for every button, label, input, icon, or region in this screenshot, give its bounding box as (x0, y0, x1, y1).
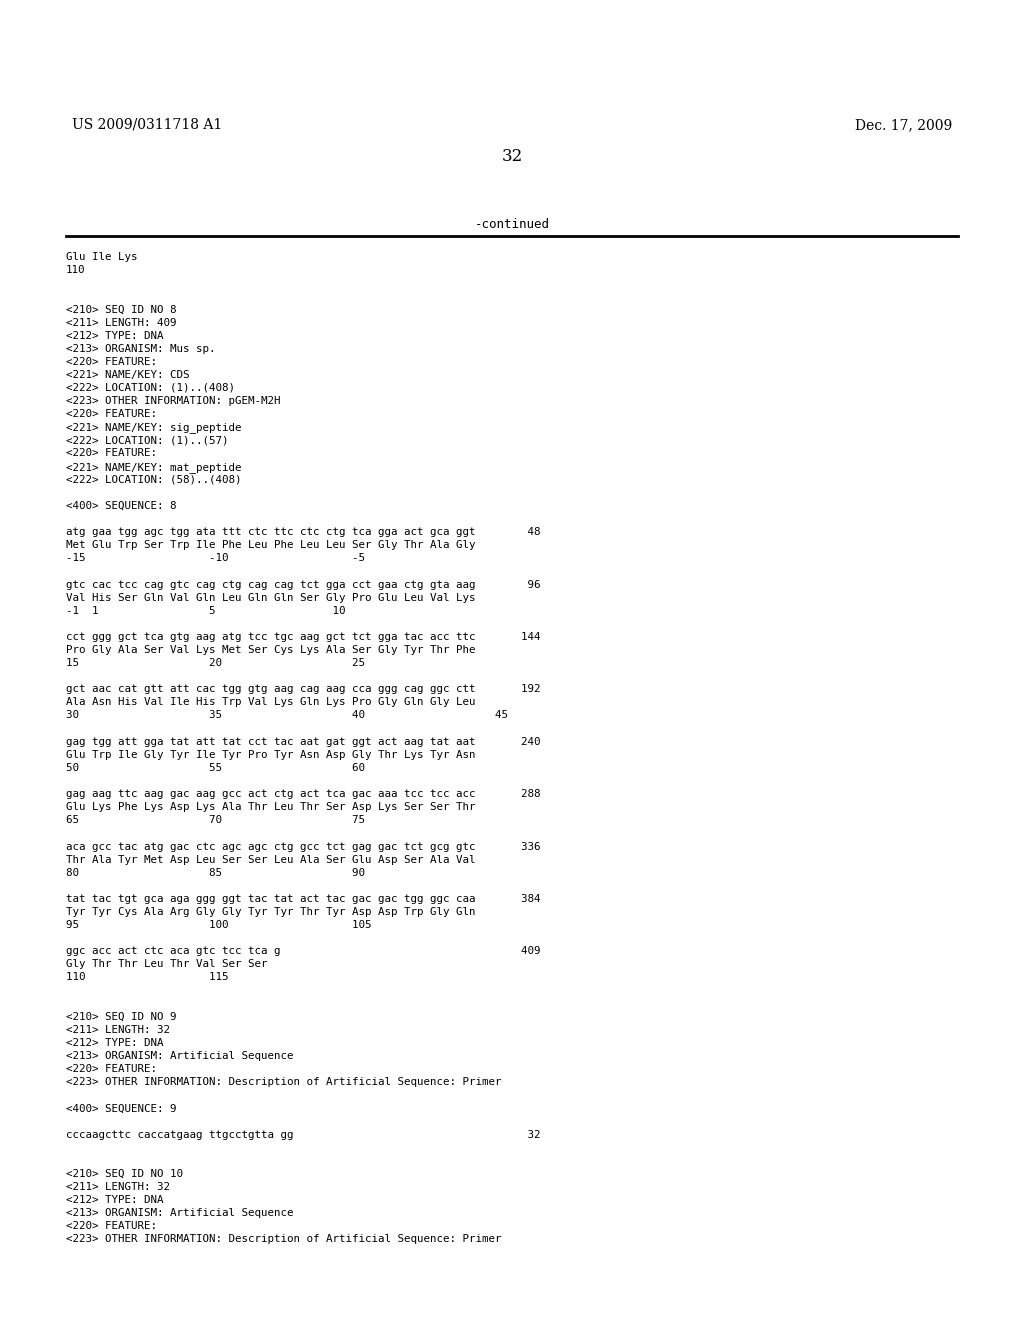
Text: gtc cac tcc cag gtc cag ctg cag cag tct gga cct gaa ctg gta aag        96: gtc cac tcc cag gtc cag ctg cag cag tct … (66, 579, 541, 590)
Text: <221> NAME/KEY: mat_peptide: <221> NAME/KEY: mat_peptide (66, 462, 242, 473)
Text: 32: 32 (502, 148, 522, 165)
Text: Pro Gly Ala Ser Val Lys Met Ser Cys Lys Ala Ser Gly Tyr Thr Phe: Pro Gly Ala Ser Val Lys Met Ser Cys Lys … (66, 645, 475, 655)
Text: <221> NAME/KEY: CDS: <221> NAME/KEY: CDS (66, 370, 189, 380)
Text: tat tac tgt gca aga ggg ggt tac tat act tac gac gac tgg ggc caa       384: tat tac tgt gca aga ggg ggt tac tat act … (66, 894, 541, 904)
Text: aca gcc tac atg gac ctc agc agc ctg gcc tct gag gac tct gcg gtc       336: aca gcc tac atg gac ctc agc agc ctg gcc … (66, 842, 541, 851)
Text: <210> SEQ ID NO 9: <210> SEQ ID NO 9 (66, 1012, 176, 1022)
Text: <222> LOCATION: (58)..(408): <222> LOCATION: (58)..(408) (66, 475, 242, 484)
Text: <211> LENGTH: 409: <211> LENGTH: 409 (66, 318, 176, 327)
Text: Thr Ala Tyr Met Asp Leu Ser Ser Leu Ala Ser Glu Asp Ser Ala Val: Thr Ala Tyr Met Asp Leu Ser Ser Leu Ala … (66, 854, 475, 865)
Text: <212> TYPE: DNA: <212> TYPE: DNA (66, 330, 164, 341)
Text: <212> TYPE: DNA: <212> TYPE: DNA (66, 1195, 164, 1205)
Text: <221> NAME/KEY: sig_peptide: <221> NAME/KEY: sig_peptide (66, 422, 242, 433)
Text: Gly Thr Thr Leu Thr Val Ser Ser: Gly Thr Thr Leu Thr Val Ser Ser (66, 960, 267, 969)
Text: 50                    55                    60: 50 55 60 (66, 763, 365, 774)
Text: 65                    70                    75: 65 70 75 (66, 816, 365, 825)
Text: 110: 110 (66, 265, 85, 275)
Text: <220> FEATURE:: <220> FEATURE: (66, 449, 157, 458)
Text: <210> SEQ ID NO 8: <210> SEQ ID NO 8 (66, 305, 176, 314)
Text: ggc acc act ctc aca gtc tcc tca g                                     409: ggc acc act ctc aca gtc tcc tca g 409 (66, 946, 541, 956)
Text: <223> OTHER INFORMATION: Description of Artificial Sequence: Primer: <223> OTHER INFORMATION: Description of … (66, 1077, 502, 1088)
Text: <211> LENGTH: 32: <211> LENGTH: 32 (66, 1024, 170, 1035)
Text: cct ggg gct tca gtg aag atg tcc tgc aag gct tct gga tac acc ttc       144: cct ggg gct tca gtg aag atg tcc tgc aag … (66, 632, 541, 642)
Text: <213> ORGANISM: Mus sp.: <213> ORGANISM: Mus sp. (66, 343, 215, 354)
Text: gag tgg att gga tat att tat cct tac aat gat ggt act aag tat aat       240: gag tgg att gga tat att tat cct tac aat … (66, 737, 541, 747)
Text: -15                   -10                   -5: -15 -10 -5 (66, 553, 365, 564)
Text: <223> OTHER INFORMATION: Description of Artificial Sequence: Primer: <223> OTHER INFORMATION: Description of … (66, 1234, 502, 1245)
Text: <220> FEATURE:: <220> FEATURE: (66, 1221, 157, 1232)
Text: gct aac cat gtt att cac tgg gtg aag cag aag cca ggg cag ggc ctt       192: gct aac cat gtt att cac tgg gtg aag cag … (66, 684, 541, 694)
Text: <220> FEATURE:: <220> FEATURE: (66, 409, 157, 420)
Text: gag aag ttc aag gac aag gcc act ctg act tca gac aaa tcc tcc acc       288: gag aag ttc aag gac aag gcc act ctg act … (66, 789, 541, 799)
Text: Ala Asn His Val Ile His Trp Val Lys Gln Lys Pro Gly Gln Gly Leu: Ala Asn His Val Ile His Trp Val Lys Gln … (66, 697, 475, 708)
Text: <213> ORGANISM: Artificial Sequence: <213> ORGANISM: Artificial Sequence (66, 1051, 294, 1061)
Text: <400> SEQUENCE: 9: <400> SEQUENCE: 9 (66, 1104, 176, 1114)
Text: US 2009/0311718 A1: US 2009/0311718 A1 (72, 117, 222, 132)
Text: <213> ORGANISM: Artificial Sequence: <213> ORGANISM: Artificial Sequence (66, 1208, 294, 1218)
Text: <212> TYPE: DNA: <212> TYPE: DNA (66, 1038, 164, 1048)
Text: <211> LENGTH: 32: <211> LENGTH: 32 (66, 1183, 170, 1192)
Text: <210> SEQ ID NO 10: <210> SEQ ID NO 10 (66, 1170, 183, 1179)
Text: Met Glu Trp Ser Trp Ile Phe Leu Phe Leu Leu Ser Gly Thr Ala Gly: Met Glu Trp Ser Trp Ile Phe Leu Phe Leu … (66, 540, 475, 550)
Text: Tyr Tyr Cys Ala Arg Gly Gly Tyr Tyr Thr Tyr Asp Asp Trp Gly Gln: Tyr Tyr Cys Ala Arg Gly Gly Tyr Tyr Thr … (66, 907, 475, 917)
Text: cccaagcttc caccatgaag ttgcctgtta gg                                    32: cccaagcttc caccatgaag ttgcctgtta gg 32 (66, 1130, 541, 1139)
Text: Dec. 17, 2009: Dec. 17, 2009 (855, 117, 952, 132)
Text: 80                    85                    90: 80 85 90 (66, 867, 365, 878)
Text: <400> SEQUENCE: 8: <400> SEQUENCE: 8 (66, 500, 176, 511)
Text: <223> OTHER INFORMATION: pGEM-M2H: <223> OTHER INFORMATION: pGEM-M2H (66, 396, 281, 407)
Text: -continued: -continued (474, 218, 550, 231)
Text: atg gaa tgg agc tgg ata ttt ctc ttc ctc ctg tca gga act gca ggt        48: atg gaa tgg agc tgg ata ttt ctc ttc ctc … (66, 527, 541, 537)
Text: Val His Ser Gln Val Gln Leu Gln Gln Ser Gly Pro Glu Leu Val Lys: Val His Ser Gln Val Gln Leu Gln Gln Ser … (66, 593, 475, 603)
Text: <220> FEATURE:: <220> FEATURE: (66, 1064, 157, 1074)
Text: 30                    35                    40                    45: 30 35 40 45 (66, 710, 508, 721)
Text: -1  1                 5                  10: -1 1 5 10 (66, 606, 345, 615)
Text: <222> LOCATION: (1)..(57): <222> LOCATION: (1)..(57) (66, 436, 228, 445)
Text: Glu Ile Lys: Glu Ile Lys (66, 252, 137, 261)
Text: 95                    100                   105: 95 100 105 (66, 920, 372, 931)
Text: 110                   115: 110 115 (66, 973, 228, 982)
Text: 15                    20                    25: 15 20 25 (66, 659, 365, 668)
Text: <220> FEATURE:: <220> FEATURE: (66, 356, 157, 367)
Text: <222> LOCATION: (1)..(408): <222> LOCATION: (1)..(408) (66, 383, 234, 393)
Text: Glu Trp Ile Gly Tyr Ile Tyr Pro Tyr Asn Asp Gly Thr Lys Tyr Asn: Glu Trp Ile Gly Tyr Ile Tyr Pro Tyr Asn … (66, 750, 475, 760)
Text: Glu Lys Phe Lys Asp Lys Ala Thr Leu Thr Ser Asp Lys Ser Ser Thr: Glu Lys Phe Lys Asp Lys Ala Thr Leu Thr … (66, 803, 475, 812)
